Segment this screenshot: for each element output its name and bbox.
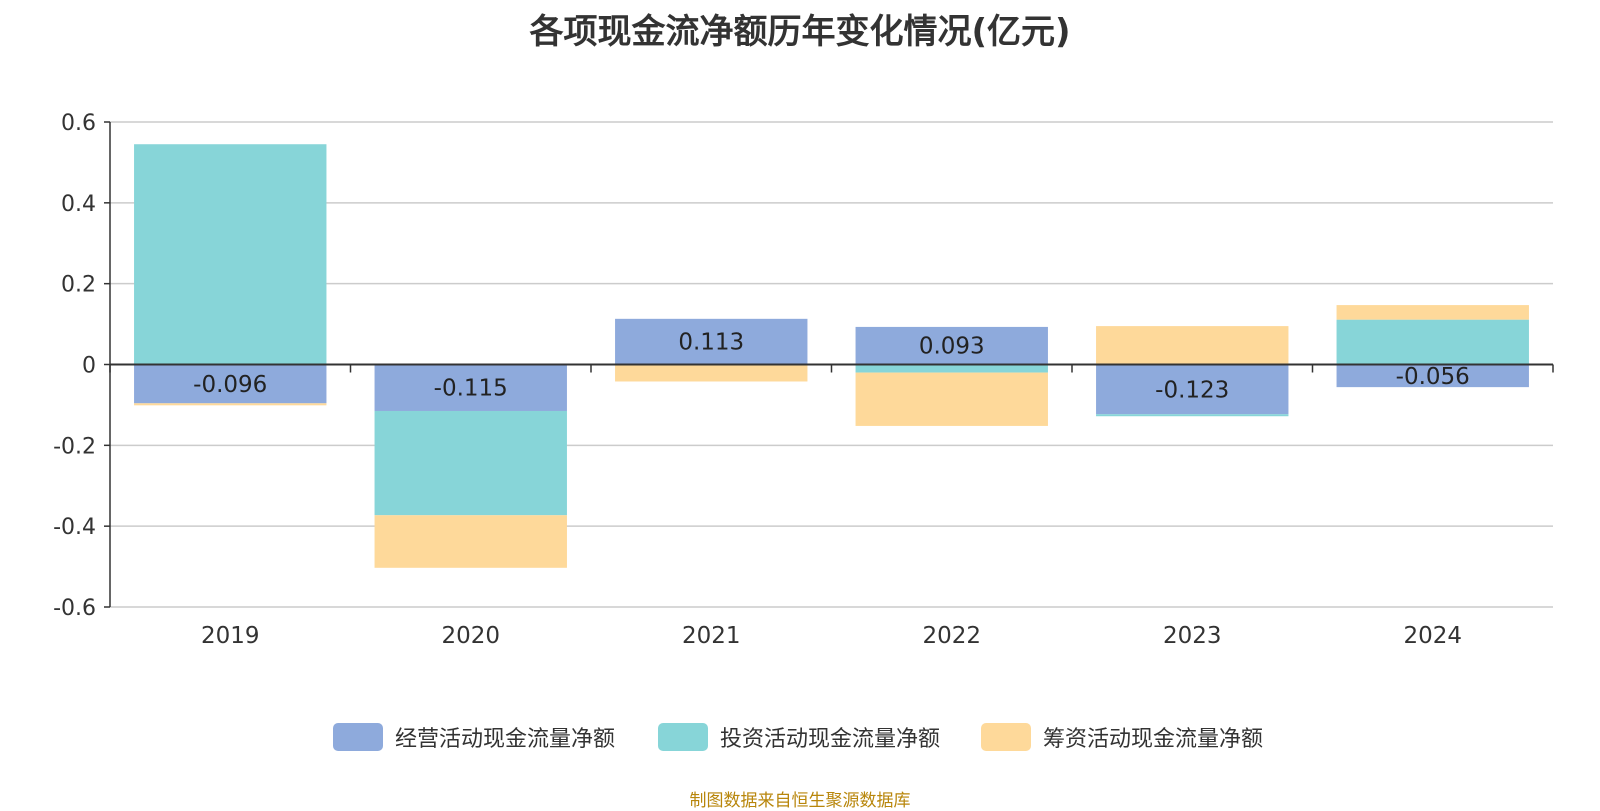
y-tick-label: 0.2 (61, 273, 96, 298)
legend-item-operating[interactable]: 经营活动现金流量净额 (333, 722, 615, 752)
x-tick-label-2024: 2024 (1403, 623, 1462, 649)
legend-label-financing: 筹资活动现金流量净额 (1043, 727, 1264, 752)
bar-2019-series-0 (134, 364, 327, 404)
y-tick-label: -0.6 (53, 596, 96, 621)
data-label-2024: -0.056 (1396, 364, 1470, 390)
y-tick-label: -0.4 (53, 515, 96, 540)
data-label-2019: -0.096 (193, 372, 267, 398)
legend-swatch-financing (981, 723, 1031, 751)
bar-2021-series-2 (615, 364, 808, 382)
x-tick-label-2021: 2021 (682, 623, 741, 649)
legend-swatch-investing (658, 723, 708, 751)
data-label-2021: 0.113 (678, 330, 744, 356)
legend-item-investing[interactable]: 投资活动现金流量净额 (658, 722, 940, 752)
bar-2023-series-1 (1096, 414, 1289, 417)
chart-title: 各项现金流净额历年变化情况(亿元) (529, 12, 1071, 52)
bar-2024-series-0 (1336, 364, 1529, 388)
legend-item-financing[interactable]: 筹资活动现金流量净额 (981, 722, 1263, 752)
data-label-2023: -0.123 (1155, 377, 1229, 403)
bar-2020-series-2 (374, 515, 567, 568)
bar-2019-series-2 (134, 403, 327, 406)
bars (134, 144, 1529, 568)
legend-label-operating: 经营活动现金流量净额 (395, 727, 616, 752)
y-tick-label: -0.2 (53, 434, 96, 459)
bar-2024-series-2 (1336, 305, 1529, 320)
bar-2019-series-1 (134, 144, 327, 365)
legend-label-investing: 投资活动现金流量净额 (720, 727, 941, 752)
axes: 0.6 0.4 0.2 0 -0.2 -0.4 -0.6 2019 2020 2021 2022 20… (53, 111, 1554, 649)
bar-2021-series-0 (615, 318, 808, 365)
y-tick-label: 0 (82, 354, 96, 379)
grid-lines (110, 121, 1553, 608)
legend-swatch-operating (333, 723, 383, 751)
x-tick-label-2023: 2023 (1163, 623, 1222, 649)
data-labels: -0.096 -0.115 0.113 0.093 -0.123 -0.056 (193, 330, 1470, 404)
bar-2023-series-0 (1096, 364, 1289, 415)
bar-2020-series-1 (374, 410, 567, 516)
y-tick-label: 0.6 (61, 111, 96, 136)
data-label-2022: 0.093 (919, 334, 985, 360)
bar-2024-series-1 (1336, 319, 1529, 365)
x-tick-label-2022: 2022 (922, 623, 981, 649)
x-tick-label-2020: 2020 (441, 623, 500, 649)
x-tick-label-2019: 2019 (201, 623, 260, 649)
data-label-2020: -0.115 (434, 376, 508, 402)
bar-2022-series-1 (855, 364, 1048, 373)
bar-2023-series-2 (1096, 326, 1289, 365)
source-note: 制图数据来自恒生聚源数据库 (689, 791, 911, 811)
y-tick-label: 0.4 (61, 192, 96, 217)
bar-2022-series-0 (855, 326, 1048, 365)
bar-2020-series-0 (374, 364, 567, 411)
bar-2022-series-2 (855, 372, 1048, 426)
